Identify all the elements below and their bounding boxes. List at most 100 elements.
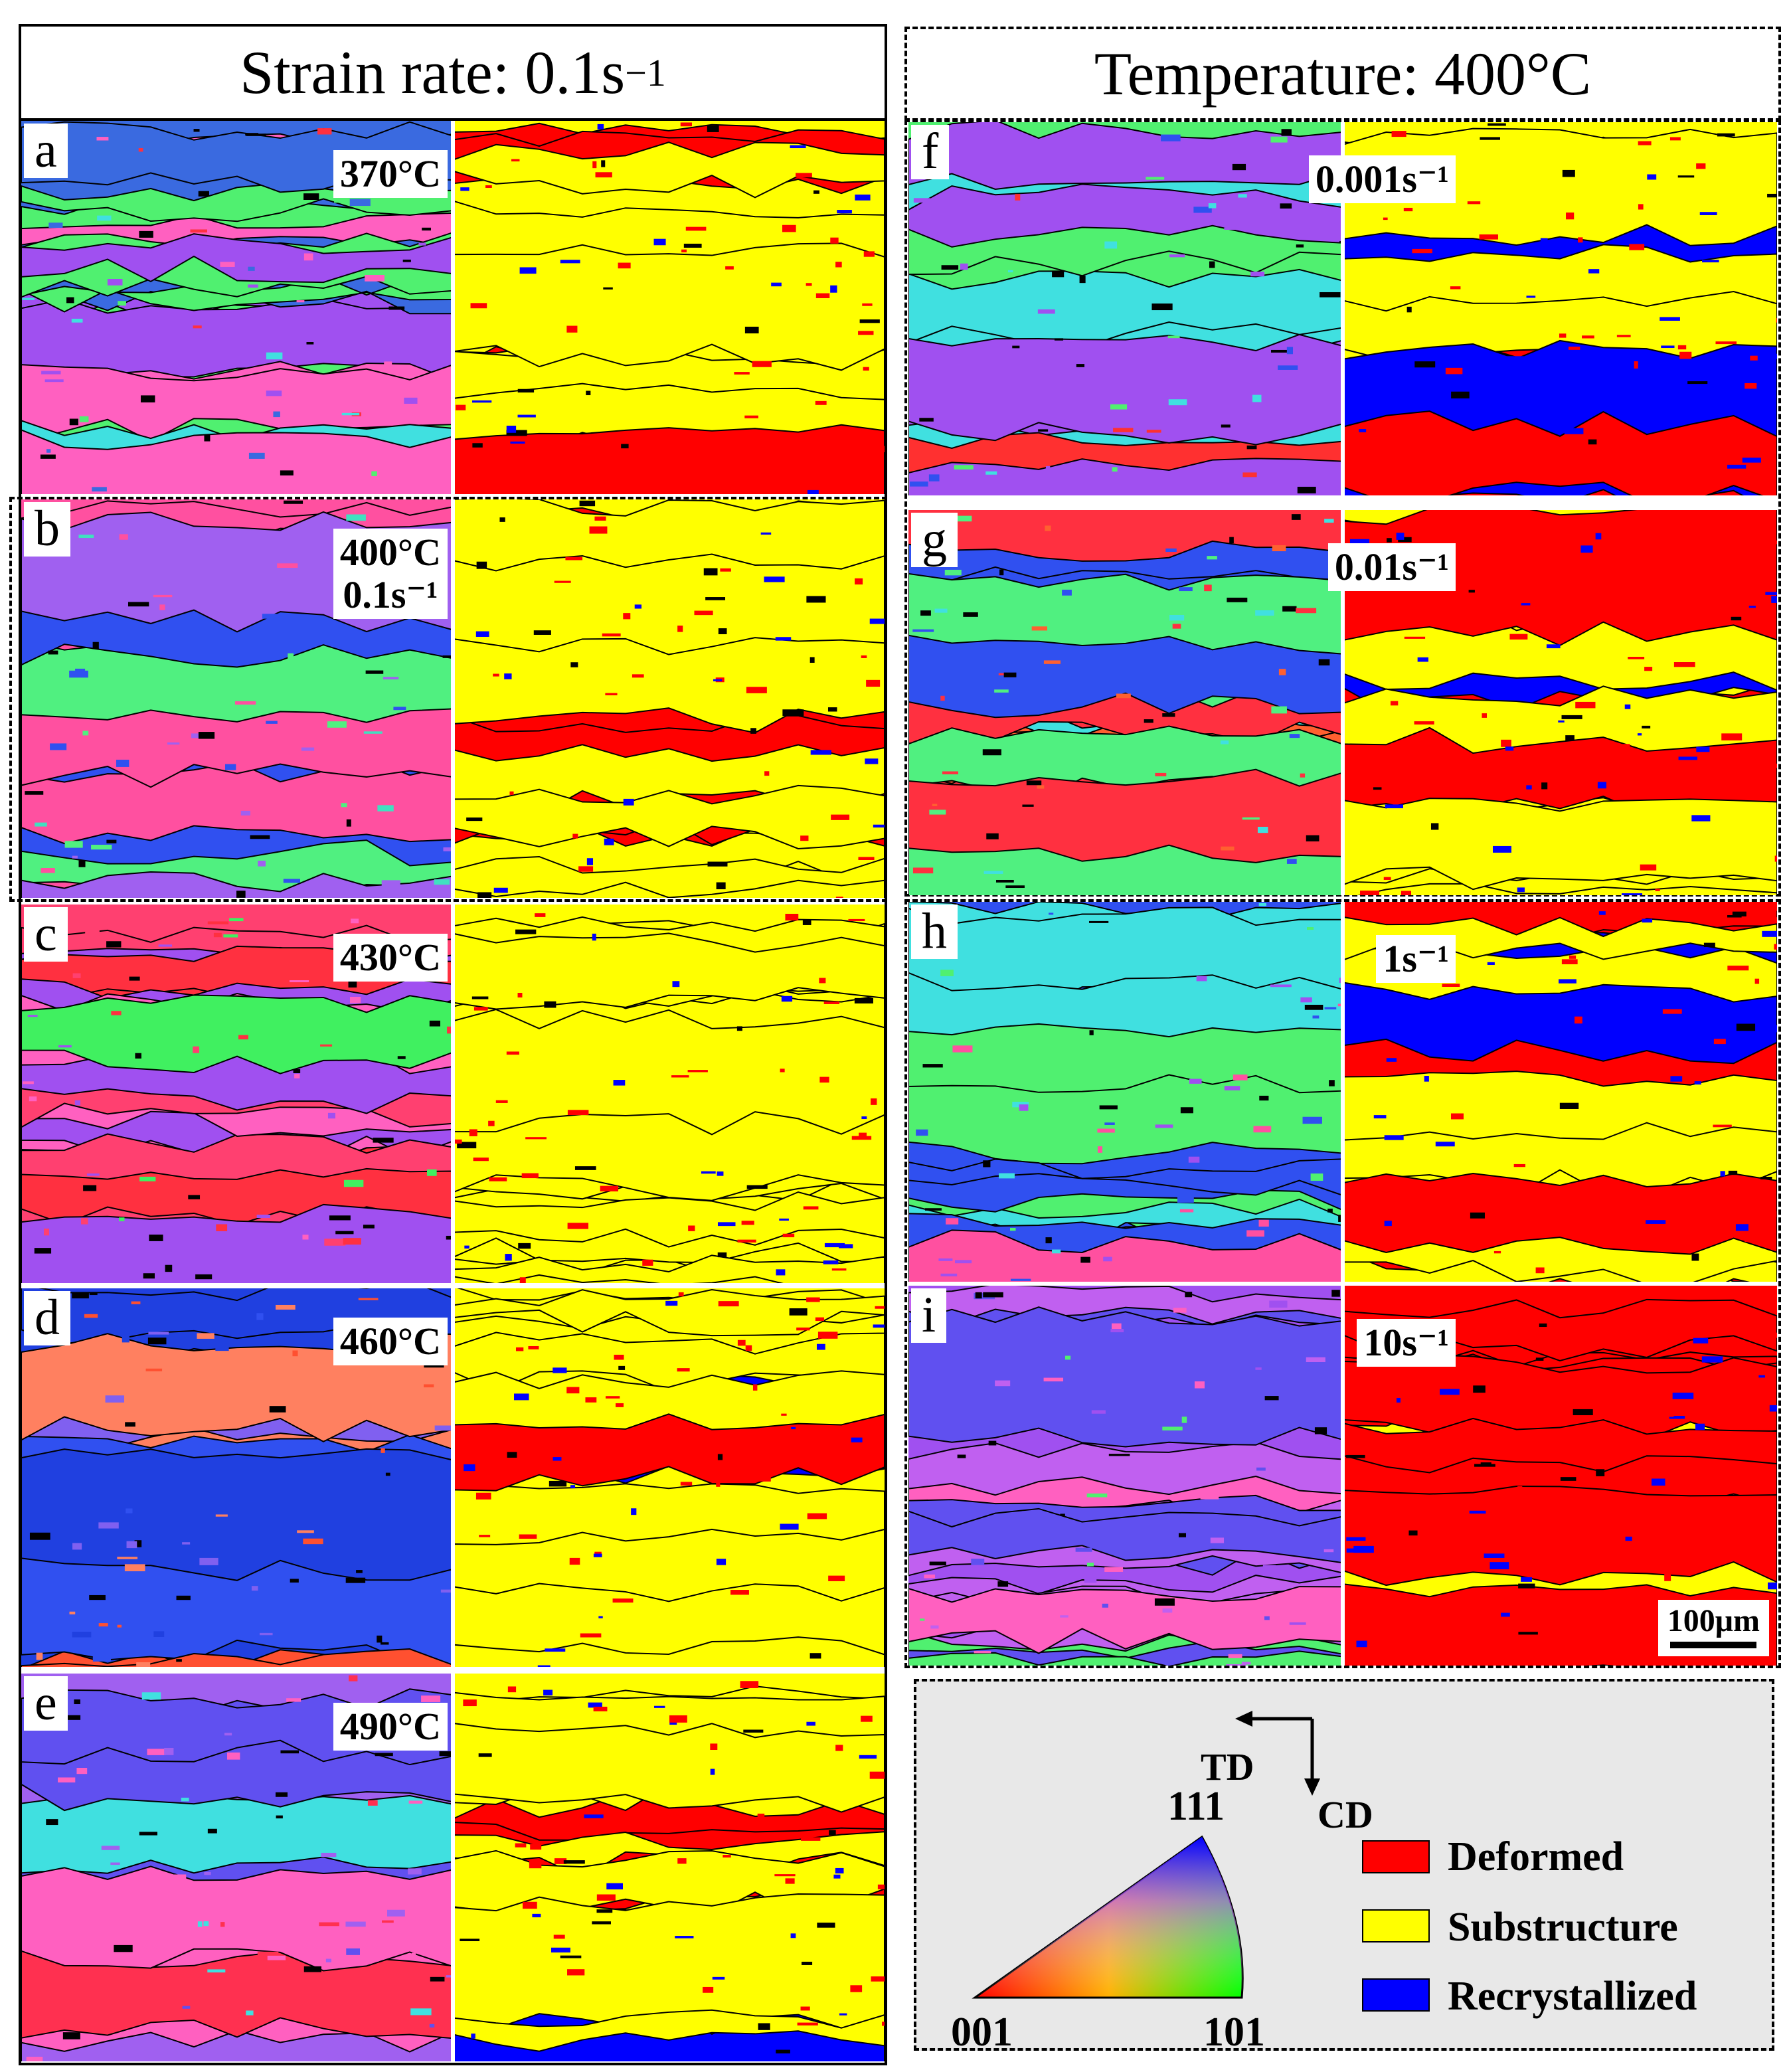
gos-grain bbox=[1342, 1298, 1777, 1362]
map-speck bbox=[515, 1843, 527, 1848]
map-speck bbox=[1735, 1224, 1748, 1231]
map-speck bbox=[495, 1100, 508, 1103]
map-speck bbox=[439, 1751, 456, 1757]
map-speck bbox=[248, 266, 255, 271]
map-speck bbox=[663, 1439, 670, 1444]
map-speck bbox=[327, 1112, 336, 1119]
map-speck bbox=[934, 608, 948, 613]
gos-grain bbox=[452, 1722, 885, 1813]
map-speck bbox=[1669, 137, 1681, 141]
map-speck bbox=[823, 1001, 840, 1004]
map-speck bbox=[835, 1867, 844, 1874]
map-speck bbox=[612, 1598, 634, 1603]
panel-letter-g: g bbox=[911, 513, 958, 567]
map-speck bbox=[385, 1472, 390, 1476]
map-speck bbox=[269, 1406, 286, 1413]
map-speck bbox=[197, 1333, 214, 1339]
map-speck bbox=[1696, 163, 1706, 169]
map-speck bbox=[1168, 399, 1187, 406]
map-divider bbox=[451, 499, 455, 898]
map-speck bbox=[861, 1116, 867, 1120]
map-speck bbox=[1224, 1086, 1240, 1090]
gos-grain bbox=[452, 1008, 885, 1136]
map-speck bbox=[1300, 773, 1306, 778]
map-speck bbox=[871, 1976, 885, 1982]
map-speck bbox=[1252, 394, 1262, 402]
map-speck bbox=[1719, 1183, 1728, 1186]
map-speck bbox=[716, 1559, 726, 1565]
map-speck bbox=[1699, 212, 1717, 215]
map-speck bbox=[1535, 1267, 1545, 1274]
map-speck bbox=[345, 1577, 366, 1583]
map-speck bbox=[1242, 472, 1257, 477]
map-speck bbox=[1314, 1427, 1327, 1434]
map-speck bbox=[1771, 596, 1777, 603]
map-speck bbox=[601, 160, 606, 167]
map-speck bbox=[1610, 1201, 1616, 1204]
map-speck bbox=[1754, 978, 1760, 984]
map-speck bbox=[1349, 539, 1370, 546]
map-speck bbox=[1767, 1211, 1777, 1217]
map-speck bbox=[648, 1448, 657, 1452]
map-speck bbox=[1417, 657, 1428, 662]
recrystallized-swatch bbox=[1362, 1978, 1430, 2012]
map-speck bbox=[275, 1792, 288, 1797]
map-speck bbox=[801, 1837, 821, 1841]
map-speck bbox=[811, 479, 817, 483]
map-speck bbox=[517, 388, 535, 392]
map-speck bbox=[519, 267, 537, 274]
map-speck bbox=[1560, 1477, 1576, 1481]
map-speck bbox=[398, 1521, 408, 1523]
map-speck bbox=[982, 749, 1001, 756]
map-speck bbox=[920, 610, 931, 616]
map-speck bbox=[1167, 335, 1180, 339]
map-speck bbox=[1151, 303, 1173, 311]
map-speck bbox=[58, 1045, 72, 1048]
map-speck bbox=[859, 1132, 867, 1138]
map-speck bbox=[1390, 701, 1399, 706]
map-speck bbox=[446, 1235, 452, 1240]
map-speck bbox=[744, 326, 759, 334]
map-speck bbox=[707, 861, 728, 867]
map-speck bbox=[1291, 514, 1301, 520]
map-speck bbox=[994, 689, 1009, 693]
map-speck bbox=[1473, 1385, 1486, 1393]
map-speck bbox=[737, 1239, 756, 1243]
map-speck bbox=[1701, 1356, 1723, 1363]
map-speck bbox=[518, 1243, 531, 1249]
map-speck bbox=[1715, 341, 1737, 345]
map-speck bbox=[1517, 887, 1525, 893]
map-speck bbox=[782, 709, 804, 717]
map-speck bbox=[1003, 672, 1017, 677]
map-speck bbox=[764, 576, 785, 582]
map-speck bbox=[499, 517, 505, 522]
map-speck bbox=[443, 847, 452, 851]
map-speck bbox=[74, 1699, 80, 1705]
td-arrowhead bbox=[1235, 1711, 1252, 1727]
map-speck bbox=[1161, 218, 1180, 225]
map-speck bbox=[1391, 131, 1406, 137]
map-speck bbox=[815, 1317, 825, 1322]
map-speck bbox=[1427, 1206, 1447, 1213]
map-speck bbox=[570, 662, 578, 667]
map-speck bbox=[1442, 984, 1460, 987]
map-speck bbox=[195, 1274, 213, 1280]
map-speck bbox=[1289, 734, 1300, 738]
map-speck bbox=[1521, 603, 1531, 606]
map-speck bbox=[69, 418, 78, 426]
map-speck bbox=[983, 1292, 1003, 1298]
map-speck bbox=[1561, 715, 1582, 719]
map-speck bbox=[848, 918, 865, 921]
map-speck bbox=[1015, 194, 1021, 201]
map-speck bbox=[717, 1252, 727, 1258]
condition-line-1: 370°C bbox=[339, 152, 441, 195]
map-speck bbox=[1383, 217, 1388, 220]
map-speck bbox=[1359, 429, 1367, 432]
gos-grain bbox=[452, 242, 885, 371]
map-speck bbox=[136, 1662, 151, 1667]
map-speck bbox=[403, 1769, 412, 1773]
panel-condition-g: 0.01s⁻¹ bbox=[1327, 543, 1456, 591]
map-speck bbox=[83, 1185, 97, 1191]
map-speck bbox=[1208, 203, 1217, 209]
ebsd-map-a bbox=[21, 121, 885, 494]
